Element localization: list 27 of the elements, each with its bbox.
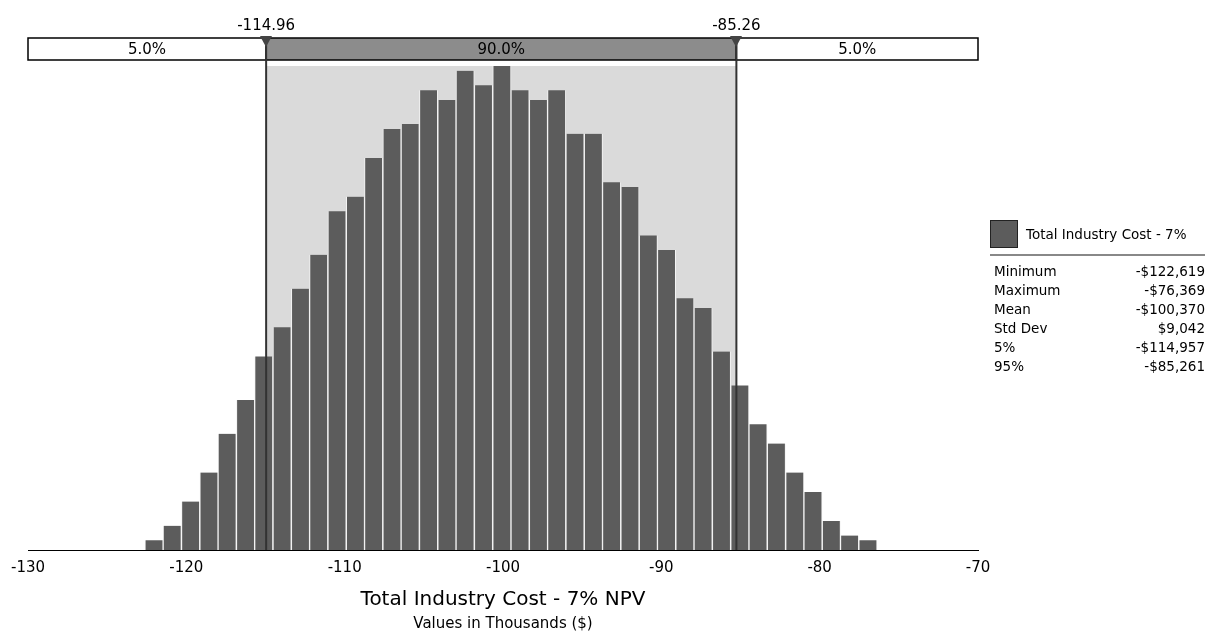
x-tick-label: -110 (327, 557, 362, 576)
ref-line-label: -85.26 (712, 16, 761, 35)
band-label: 90.0% (477, 39, 526, 58)
text: -$122,619 (1135, 262, 1205, 281)
text: Minimum (994, 262, 1057, 281)
text: Maximum (994, 281, 1061, 300)
text: 5% (994, 338, 1016, 357)
x-tick-label: -70 (965, 557, 991, 576)
text: Std Dev (994, 319, 1048, 338)
text: -$100,370 (1135, 300, 1205, 319)
text: $9,042 (1157, 319, 1205, 338)
x-axis-title: Total Industry Cost - 7% NPV (359, 586, 646, 611)
x-tick-label: -130 (10, 557, 46, 576)
text: Mean (994, 300, 1031, 319)
x-tick-label: -100 (485, 557, 521, 576)
band-label: 5.0% (128, 39, 167, 58)
x-tick-label: -90 (649, 557, 674, 576)
text: -$76,369 (1144, 281, 1205, 300)
band-label: 5.0% (838, 39, 877, 58)
ref-line-label: -114.96 (237, 16, 296, 35)
text: -$114,957 (1135, 338, 1205, 357)
x-tick-label: -80 (807, 557, 832, 576)
text: -$85,261 (1144, 357, 1205, 376)
x-tick-label: -120 (169, 557, 204, 576)
text: Values in Thousands ($) (413, 614, 593, 633)
legend-label: Total Industry Cost - 7% (1026, 226, 1187, 242)
text: 95% (994, 357, 1025, 376)
